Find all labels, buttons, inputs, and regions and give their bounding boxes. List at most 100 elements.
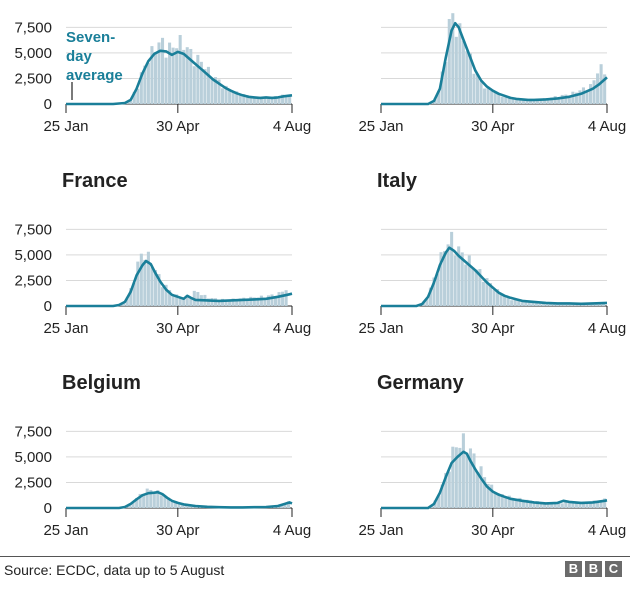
x-tick-label: 4 Aug	[273, 118, 311, 135]
daily-case-bar	[165, 58, 168, 104]
daily-case-bar	[528, 303, 531, 306]
daily-case-bar	[182, 50, 185, 104]
daily-case-bar	[147, 252, 150, 306]
daily-case-bar	[270, 294, 273, 306]
chart-title: Germany	[377, 372, 464, 395]
daily-case-bar	[260, 296, 263, 306]
daily-case-bar	[571, 92, 574, 104]
daily-case-bar	[278, 292, 281, 306]
daily-case-bar	[285, 290, 288, 306]
daily-case-bar	[475, 270, 478, 306]
daily-case-bar	[249, 98, 252, 104]
daily-case-bar	[455, 37, 458, 104]
daily-case-bar	[490, 91, 493, 104]
daily-case-bar	[448, 472, 451, 508]
bbc-logo-letter: C	[605, 561, 622, 577]
x-tick-label: 30 Apr	[156, 522, 199, 539]
daily-case-bar	[494, 493, 497, 508]
daily-case-bar	[221, 88, 224, 104]
y-tick-label: 2,500	[14, 70, 52, 87]
daily-case-bar	[582, 87, 585, 104]
daily-case-bar	[196, 55, 199, 104]
chart-italy-svg: 25 Jan 30 Apr 4 Aug	[315, 202, 630, 402]
daily-case-bar	[596, 73, 599, 104]
daily-case-bar	[210, 298, 213, 306]
x-tick-label: 25 Jan	[358, 118, 403, 135]
y-tick-label: 5,000	[14, 449, 52, 466]
daily-case-bar	[538, 304, 541, 306]
bbc-logo-letter: B	[585, 561, 602, 577]
daily-case-bar	[564, 502, 567, 508]
y-tick-label: 0	[44, 96, 52, 113]
daily-case-bar	[170, 502, 173, 508]
daily-case-bar	[482, 282, 485, 306]
x-tick-label: 25 Jan	[358, 320, 403, 337]
daily-case-bar	[142, 496, 145, 508]
daily-case-bar	[501, 97, 504, 104]
daily-case-bar	[504, 498, 507, 508]
y-tick-label: 7,500	[14, 423, 52, 440]
daily-case-bar	[160, 495, 163, 508]
bbc-logo: B B C	[565, 561, 622, 577]
daily-case-bar	[179, 35, 182, 104]
daily-case-bar	[267, 98, 270, 104]
daily-case-bar	[589, 84, 592, 104]
x-tick-label: 25 Jan	[43, 522, 88, 539]
daily-case-bar	[447, 244, 450, 306]
daily-case-bar	[464, 265, 467, 306]
daily-case-bar	[561, 503, 564, 508]
daily-case-bar	[143, 260, 146, 306]
x-tick-label: 4 Aug	[588, 320, 626, 337]
daily-case-bar	[494, 93, 497, 104]
daily-case-bar	[578, 504, 581, 508]
footer: Source: ECDC, data up to 5 August B B C	[0, 556, 630, 579]
x-tick-label: 25 Jan	[43, 320, 88, 337]
daily-case-bar	[492, 290, 495, 306]
daily-case-bar	[232, 92, 235, 104]
daily-case-bar	[451, 447, 454, 508]
daily-case-bar	[593, 80, 596, 104]
bbc-logo-letter: B	[565, 561, 582, 577]
daily-case-bar	[239, 95, 242, 104]
x-tick-label: 30 Apr	[471, 118, 514, 135]
y-tick-label: 7,500	[14, 19, 52, 36]
y-tick-label: 7,500	[14, 221, 52, 238]
daily-case-bar	[483, 89, 486, 104]
daily-case-bar	[568, 503, 571, 508]
source-note: Source: ECDC, data up to 5 August	[4, 562, 224, 578]
daily-case-bar	[465, 51, 468, 104]
chart-title: France	[62, 170, 128, 193]
daily-case-bar	[136, 262, 139, 306]
chart-title: Italy	[377, 170, 417, 193]
daily-case-bar	[454, 256, 457, 306]
daily-case-bar	[480, 81, 483, 104]
daily-case-bar	[147, 63, 150, 104]
daily-case-bar	[472, 453, 475, 508]
y-tick-label: 5,000	[14, 45, 52, 62]
x-tick-label: 30 Apr	[156, 320, 199, 337]
y-tick-label: 0	[44, 298, 52, 315]
daily-case-bar	[193, 66, 196, 104]
daily-case-bar	[228, 90, 231, 104]
x-tick-label: 4 Aug	[273, 320, 311, 337]
daily-case-bar	[480, 466, 483, 508]
daily-case-bar	[450, 232, 453, 306]
x-tick-label: 30 Apr	[471, 320, 514, 337]
daily-case-bar	[462, 433, 465, 508]
y-tick-label: 2,500	[14, 474, 52, 491]
x-tick-label: 30 Apr	[156, 118, 199, 135]
chart-title: Belgium	[62, 372, 141, 395]
x-tick-label: 30 Apr	[471, 522, 514, 539]
x-tick-label: 4 Aug	[588, 522, 626, 539]
daily-case-bar	[578, 90, 581, 104]
daily-case-bar	[472, 74, 475, 104]
daily-case-bar	[462, 41, 465, 104]
